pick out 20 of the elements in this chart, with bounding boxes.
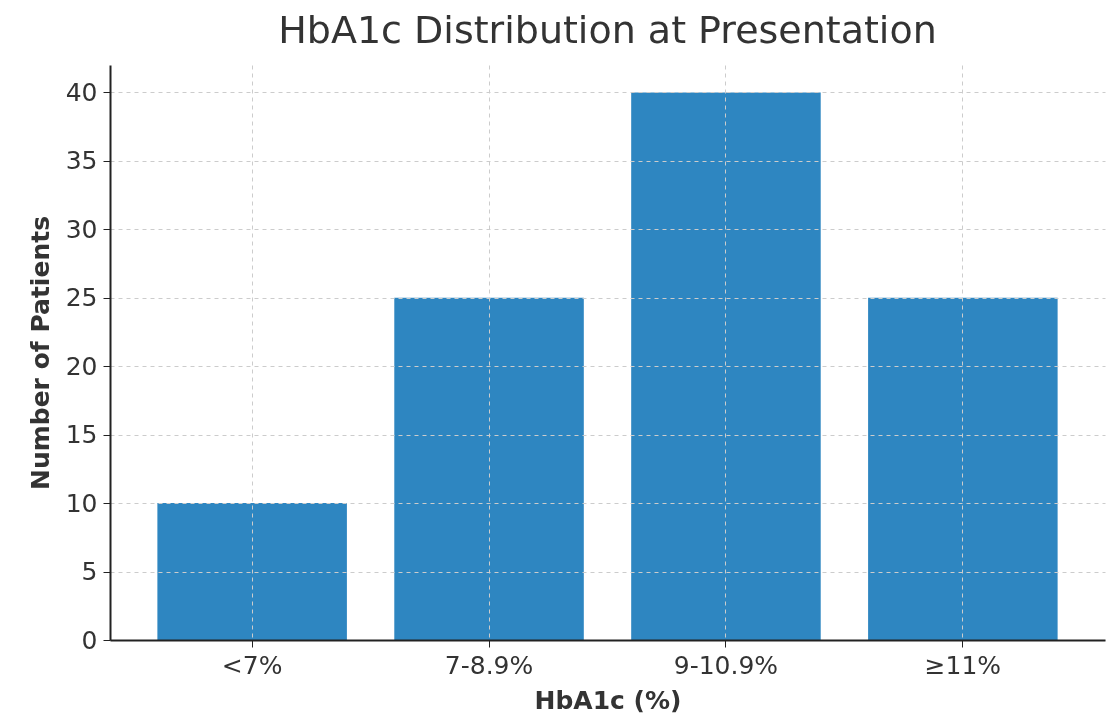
y-tick-label: 35 [65,146,98,176]
y-tick-label: 40 [65,77,98,107]
y-tick-label: 20 [65,351,98,381]
bar [157,503,347,640]
y-tick-label: 10 [65,488,98,518]
x-tick-label: ≥11% [924,650,1002,680]
chart-title: HbA1c Distribution at Presentation [278,8,937,52]
bar [631,92,821,640]
y-tick-label: 5 [81,557,98,587]
bar [394,297,584,640]
y-tick-label: 15 [65,420,98,450]
x-axis-title: HbA1c (%) [534,685,682,715]
y-axis-title: Number of Patients [25,215,55,491]
y-tick-label: 25 [65,283,98,313]
x-tick-label: <7% [221,650,283,680]
x-tick-label: 9-10.9% [673,650,779,680]
y-tick-label: 30 [65,214,98,244]
bar [868,297,1058,640]
y-tick-label: 0 [81,625,98,655]
x-tick-label: 7-8.9% [444,650,534,680]
